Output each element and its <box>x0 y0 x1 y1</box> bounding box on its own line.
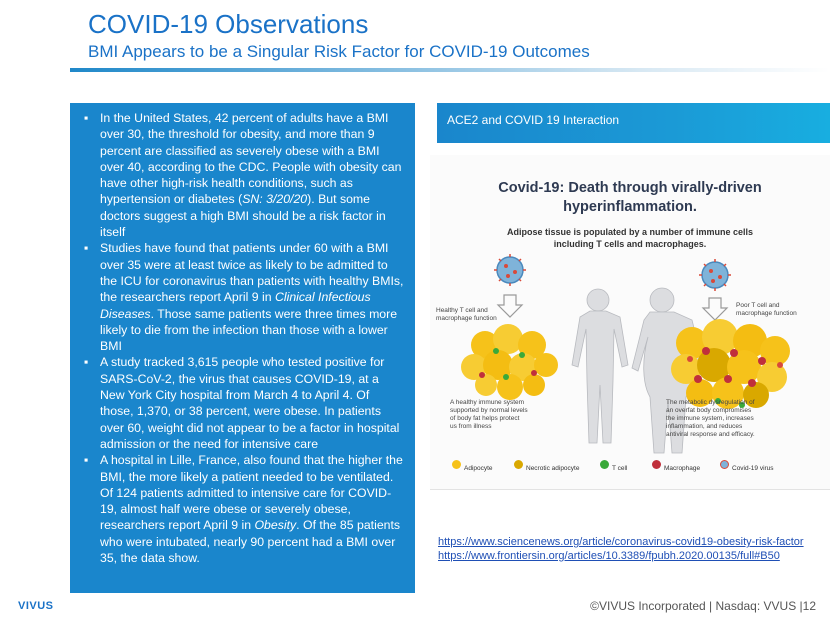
bullet-marker: ▪ <box>84 111 89 125</box>
bullet-text: ). But some doctors suggest a high BMI s… <box>100 192 386 240</box>
legend-macrophage: Macrophage <box>664 465 701 472</box>
label-poor-line2: macrophage function <box>736 310 797 317</box>
bullet-text: In the United States, 42 percent of adul… <box>100 111 402 207</box>
infographic-title-line2: hyperinflammation. <box>563 199 697 215</box>
infographic-subtitle-line2: including T cells and macrophages. <box>553 239 707 249</box>
lean-body-figure <box>571 288 629 444</box>
label-poor-line1: Poor T cell and <box>736 302 780 309</box>
link-sciencenews[interactable]: https://www.sciencenews.org/article/coro… <box>438 536 804 548</box>
t-cell-legend-icon <box>600 460 609 469</box>
legend-adipocyte: Adipocyte <box>464 465 493 472</box>
overfat-adipose-cluster <box>671 319 790 409</box>
bullet-item: ▪ In the United States, 42 percent of adu… <box>84 110 405 240</box>
infographic-artwork <box>461 254 790 454</box>
bullet-text: A hospital in Lille, France, also found … <box>100 453 403 533</box>
caption-overfat: The metabolic dysregulation of an overfa… <box>666 399 755 438</box>
footer-brand: VIVUS <box>18 600 54 612</box>
infographic-subtitle-line1: Adipose tissue is populated by a number … <box>506 227 754 237</box>
arrow-down-icon <box>496 294 524 318</box>
legend-t-cell: T cell <box>612 465 628 472</box>
virus-legend-icon <box>720 460 729 469</box>
bullet-marker: ▪ <box>84 355 89 370</box>
bullet-text: . Of the 85 patients who were intubated,… <box>100 518 401 566</box>
bullet-list: ▪ In the United States, 42 percent of adu… <box>84 110 405 566</box>
bullet-text: Studies have found that patients under 6… <box>100 241 404 305</box>
bullet-text: . Those same patients were three times m… <box>100 306 398 354</box>
bullet-item: ▪ A study tracked 3,615 people who tested… <box>84 354 405 452</box>
healthy-adipose-cluster <box>461 324 558 400</box>
adipocyte-legend-icon <box>452 460 461 469</box>
bullets-panel: ▪ In the United States, 42 percent of adu… <box>70 103 415 593</box>
caption-healthy: A healthy immune system supported by nor… <box>450 399 528 430</box>
citation-text: Obesity <box>254 518 297 533</box>
legend-necrotic-adipocyte: Necrotic adipocyte <box>526 465 580 472</box>
page-title: COVID-19 Observations <box>88 9 369 39</box>
arrow-down-icon <box>701 297 729 321</box>
header-divider <box>70 68 830 72</box>
bullet-text: A study tracked 3,615 people who tested … <box>100 355 400 451</box>
macrophage-legend-icon <box>652 460 661 469</box>
virus-icon <box>494 254 526 286</box>
legend-covid-virus: Covid-19 virus <box>732 465 774 472</box>
page-subtitle: BMI Appears to be a Singular Risk Factor… <box>88 42 590 61</box>
citation-text: SN: 3/20/20 <box>242 192 308 207</box>
bullet-item: ▪ A hospital in Lille, France, also found… <box>84 452 405 566</box>
bullet-marker: ▪ <box>84 453 89 468</box>
infographic-title-line1: Covid-19: Death through virally-driven <box>498 180 762 196</box>
infographic-header: ACE2 and COVID 19 Interaction <box>437 103 830 143</box>
bullet-item: ▪ Studies have found that patients under … <box>84 240 405 354</box>
label-healthy-line1: Healthy T cell and <box>436 307 488 314</box>
necrotic-adipocyte-legend-icon <box>514 460 523 469</box>
citation-text: Clinical Infectious Diseases <box>100 290 371 321</box>
bullet-marker: ▪ <box>84 241 89 256</box>
label-healthy-line2: macrophage function <box>436 315 497 322</box>
virus-icon <box>699 259 731 291</box>
footer-text: ©VIVUS Incorporated | Nasdaq: VVUS |12 <box>590 599 816 613</box>
link-frontiersin[interactable]: https://www.frontiersin.org/articles/10.… <box>438 550 780 562</box>
infographic: Covid-19: Death through virally-driven h… <box>430 155 830 490</box>
source-links: https://www.sciencenews.org/article/coro… <box>438 535 804 563</box>
